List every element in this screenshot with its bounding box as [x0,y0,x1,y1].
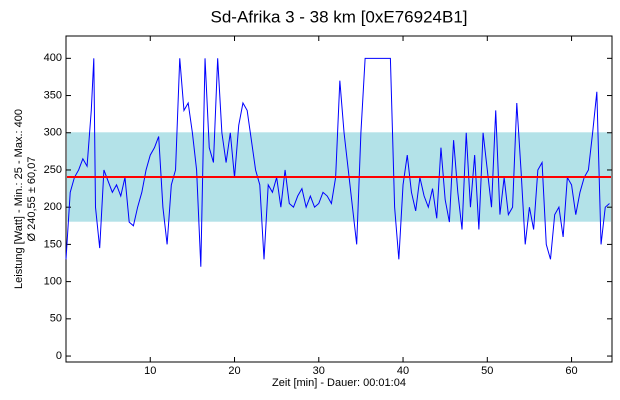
y-axis-stats: Ø 240,55 ± 60,07 [26,157,38,242]
y-tick-label: 150 [44,238,62,250]
x-tick-label: 30 [313,365,325,377]
y-tick-label: 0 [56,350,62,362]
y-tick-label: 350 [44,89,62,101]
x-tick-label: 50 [481,365,493,377]
y-tick-label: 300 [44,127,62,139]
x-tick-label: 60 [565,365,577,377]
y-tick-label: 50 [50,313,62,325]
y-tick-label: 250 [44,164,62,176]
chart-title: Sd-Afrika 3 - 38 km [0xE76924B1] [210,7,467,26]
y-tick-label: 400 [44,52,62,64]
x-tick-label: 40 [397,365,409,377]
x-tick-label: 20 [228,365,240,377]
y-axis-label: Leistung [Watt] - Min.: 25 - Max.: 400 [13,109,25,289]
y-tick-label: 100 [44,276,62,288]
power-line [65,57,610,267]
x-tick-label: 10 [144,365,156,377]
y-tick-label: 200 [44,201,62,213]
x-axis-label: Zeit [min] - Dauer: 00:01:04 [272,377,406,389]
